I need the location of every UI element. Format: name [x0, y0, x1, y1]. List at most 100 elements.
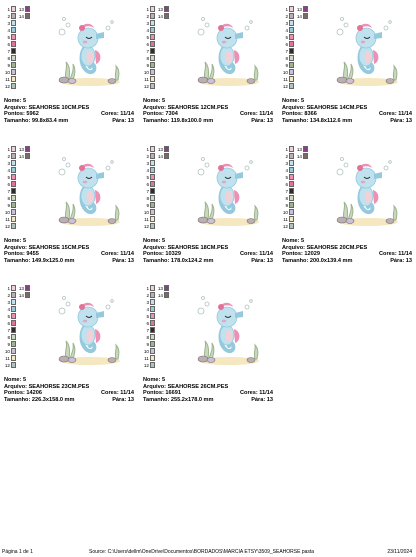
color-swatch [150, 160, 155, 166]
color-count: 11/14 [259, 390, 273, 397]
seahorse-artwork [58, 296, 120, 365]
color-swatch [11, 167, 16, 173]
stops-label: Pára: [251, 257, 266, 264]
name-label: Nome: [4, 238, 22, 244]
color-number: 7 [7, 328, 10, 333]
color-number: 2 [146, 293, 149, 298]
color-number: 11 [5, 77, 10, 82]
color-swatch [150, 146, 155, 152]
color-number: 13 [296, 147, 302, 152]
name-label: Nome: [143, 98, 161, 104]
file-name: SEAHORSE 26CM.PES [167, 383, 229, 390]
color-number: 9 [285, 63, 288, 68]
color-swatch [11, 362, 16, 368]
color-number: 13 [18, 286, 24, 291]
rocks [336, 216, 395, 224]
color-number: 8 [7, 196, 10, 201]
source-path: Source: C:\Users\dellm\OneDrive\Document… [89, 549, 315, 555]
color-number: 14 [296, 154, 302, 159]
color-swatch [11, 327, 16, 333]
seaweed-left [64, 340, 76, 360]
design-preview [42, 285, 132, 375]
rocks [58, 76, 117, 84]
file-name: SEAHORSE 10CM.PES [28, 104, 90, 111]
color-swatch [11, 202, 16, 208]
stitch-count: 7304 [165, 111, 178, 118]
bubbles [58, 157, 114, 176]
color-swatch [25, 13, 30, 19]
colors-label: Cores: [101, 111, 119, 118]
stop-count: 13 [127, 117, 134, 124]
color-swatch [11, 48, 16, 54]
color-number: 11 [144, 217, 149, 222]
color-swatch [150, 181, 155, 187]
color-swatch [150, 62, 155, 68]
color-swatch [11, 6, 16, 12]
rocks [197, 216, 256, 224]
design-size: 99.8x83.4 mm [31, 117, 69, 124]
bubbles [197, 296, 253, 315]
color-swatch [150, 362, 155, 368]
design-card: 1 13 2 14 3 4 5 6 7 8 9 10 11 12 [143, 6, 277, 126]
color-swatch [150, 292, 155, 298]
design-name: 5 [161, 98, 166, 104]
color-number: 14 [18, 14, 24, 19]
color-swatch [11, 285, 16, 291]
colors-label: Cores: [101, 251, 119, 258]
stitch-count: 12029 [304, 251, 320, 258]
color-number: 2 [285, 154, 288, 159]
color-number: 5 [7, 35, 10, 40]
color-swatch [303, 6, 308, 12]
design-size: 200.0x139.4 mm [309, 257, 353, 264]
color-number: 13 [157, 286, 163, 291]
color-number: 1 [285, 147, 288, 152]
seahorse [216, 23, 243, 75]
color-swatch [150, 41, 155, 47]
stitches-label: Pontos: [4, 111, 25, 118]
color-number: 5 [146, 35, 149, 40]
color-number: 5 [285, 35, 288, 40]
color-swatch [11, 76, 16, 82]
color-swatch [11, 41, 16, 47]
color-swatch [11, 153, 16, 159]
color-number: 11 [283, 77, 288, 82]
color-swatch [289, 146, 294, 152]
color-swatch [11, 69, 16, 75]
stop-count: 13 [266, 396, 273, 403]
seaweed-left [342, 201, 354, 221]
color-number: 8 [7, 56, 10, 61]
color-number: 12 [4, 363, 10, 368]
color-number: 11 [283, 217, 288, 222]
size-label: Tamanho: [143, 257, 170, 264]
design-card: 1 13 2 14 3 4 5 6 7 8 9 10 11 12 [282, 146, 416, 266]
color-number: 8 [285, 196, 288, 201]
color-swatch [150, 223, 155, 229]
color-swatch [25, 6, 30, 12]
colors-label: Cores: [379, 111, 397, 118]
color-swatch [289, 83, 294, 89]
color-number: 13 [18, 7, 24, 12]
color-swatch [150, 313, 155, 319]
color-number: 5 [7, 175, 10, 180]
page-number: Página 1 de 1 [2, 549, 33, 555]
seaweed-right [253, 64, 259, 81]
file-name: SEAHORSE 14CM.PES [306, 104, 368, 111]
color-swatch [11, 299, 16, 305]
color-swatch [150, 320, 155, 326]
color-number: 5 [146, 175, 149, 180]
color-number: 9 [146, 63, 149, 68]
color-number: 2 [7, 154, 10, 159]
design-name: 5 [22, 238, 27, 244]
seaweed-left [203, 201, 215, 221]
color-number: 4 [7, 168, 10, 173]
color-swatch [11, 348, 16, 354]
color-count: 11/14 [120, 390, 134, 397]
color-number: 1 [7, 147, 10, 152]
seahorse [77, 302, 104, 354]
color-swatch [289, 13, 294, 19]
color-number: 7 [146, 328, 149, 333]
stops-label: Pára: [390, 117, 405, 124]
rocks [336, 76, 395, 84]
seahorse [77, 23, 104, 75]
color-swatch [11, 62, 16, 68]
